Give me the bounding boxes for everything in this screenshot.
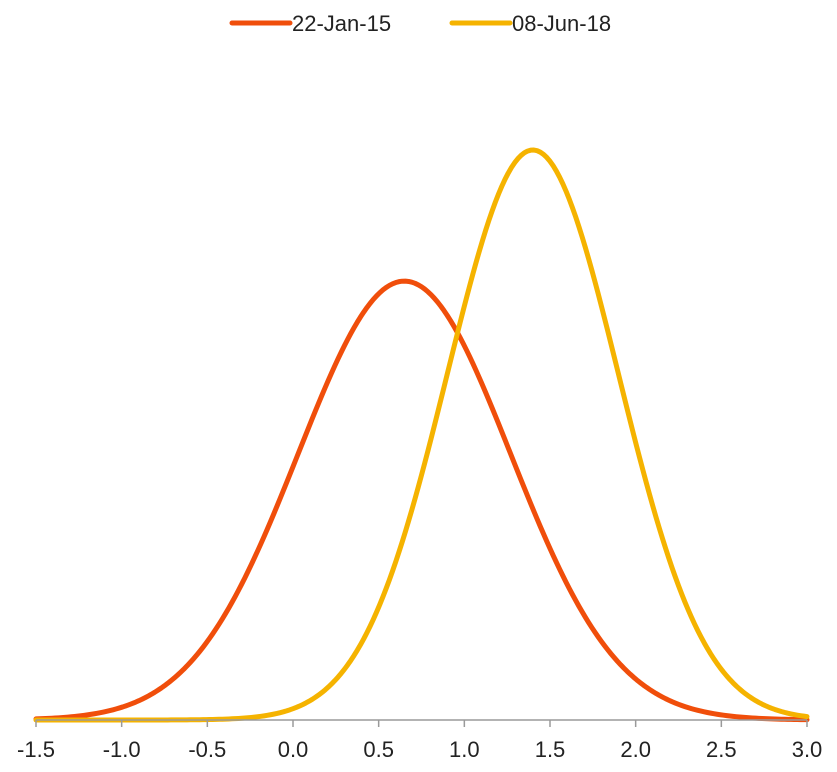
x-tick-label: 0.0 — [278, 737, 309, 762]
x-axis: -1.5 -1.0 -0.5 0.0 0.5 1.0 1.5 2.0 2.5 3.0 — [17, 719, 823, 762]
series-line-2 — [33, 147, 810, 723]
x-tick-label: 1.5 — [535, 737, 566, 762]
legend: 22-Jan-15 08-Jun-18 — [229, 11, 611, 36]
x-tick-label: 2.0 — [620, 737, 651, 762]
x-tick-label: 1.0 — [449, 737, 480, 762]
plot-area — [33, 147, 810, 723]
x-tick-label: -1.0 — [103, 737, 141, 762]
legend-label-1: 22-Jan-15 — [292, 11, 391, 36]
x-tick-label: 0.5 — [363, 737, 394, 762]
x-tick-label: -0.5 — [188, 737, 226, 762]
series-line-1 — [33, 278, 810, 723]
legend-label-2: 08-Jun-18 — [512, 11, 611, 36]
x-tick-label: 3.0 — [792, 737, 823, 762]
x-tick-label: -1.5 — [17, 737, 55, 762]
x-tick-label: 2.5 — [706, 737, 737, 762]
